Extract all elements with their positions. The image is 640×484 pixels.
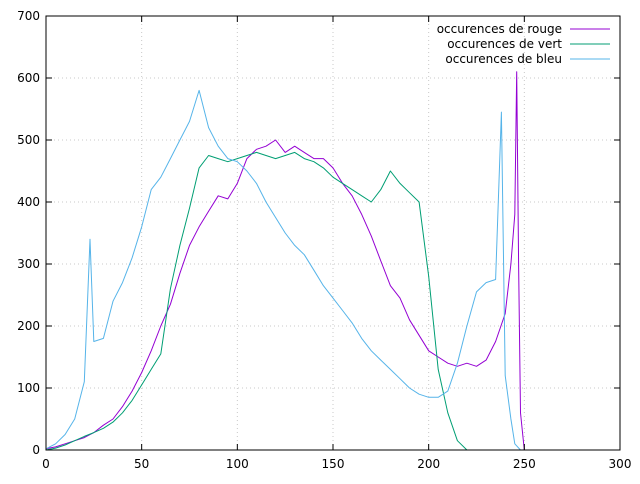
legend-label: occurences de rouge [437,22,562,36]
x-tick-label: 150 [322,457,345,471]
series-line-0 [45,71,525,451]
series-line-2 [45,89,521,451]
y-tick-label: 700 [17,9,40,23]
y-axis-ticks: 0 100 200 300 400 500 600 700 [17,9,620,457]
y-tick-label: 500 [17,133,40,147]
series-lines [45,71,525,451]
y-tick-label: 300 [17,257,40,271]
x-tick-label: 250 [513,457,536,471]
x-axis-ticks: 0 50 100 150 200 250 300 [42,16,631,471]
x-tick-label: 200 [417,457,440,471]
legend-label: occurences de vert [447,37,562,51]
y-tick-label: 100 [17,381,40,395]
x-tick-label: 100 [226,457,249,471]
series-line-1 [45,151,468,451]
legend-label: occurences de bleu [445,52,562,66]
y-tick-label: 0 [32,443,40,457]
y-tick-label: 200 [17,319,40,333]
x-tick-label: 300 [609,457,632,471]
y-tick-label: 400 [17,195,40,209]
grid [46,16,620,450]
x-tick-label: 0 [42,457,50,471]
x-tick-label: 50 [134,457,149,471]
y-tick-label: 600 [17,71,40,85]
